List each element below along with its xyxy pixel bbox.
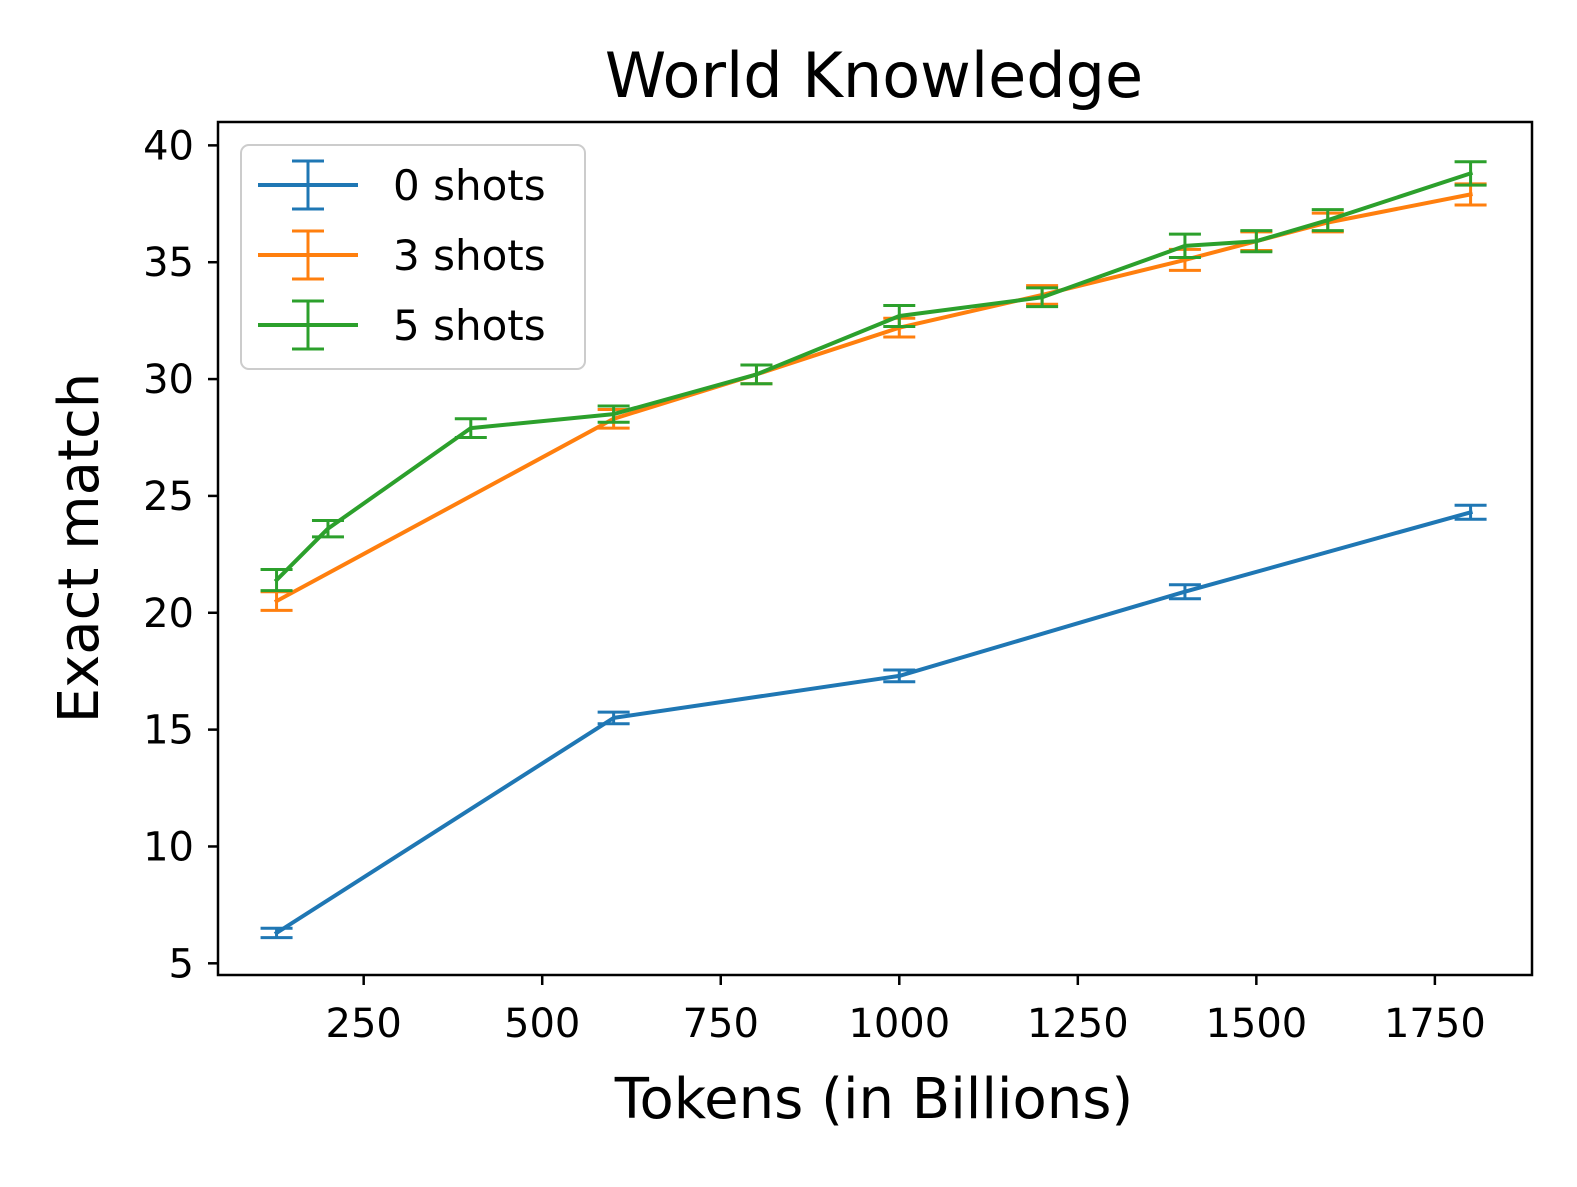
y-axis-label: Exact match [47, 373, 112, 724]
legend-label: 3 shots [393, 231, 546, 280]
chart-title: World Knowledge [605, 39, 1143, 112]
y-tick-label: 15 [143, 708, 194, 754]
y-tick-label: 30 [143, 357, 194, 403]
series-0 [261, 505, 1487, 937]
x-tick-label: 1000 [848, 1001, 950, 1047]
y-tick-label: 5 [169, 941, 194, 987]
x-axis-label: Tokens (in Billions) [614, 1067, 1133, 1132]
y-tick-label: 20 [143, 591, 194, 637]
y-tick-label: 35 [143, 240, 194, 286]
x-tick-label: 750 [683, 1001, 759, 1047]
series-line [277, 512, 1471, 933]
legend: 0 shots 3 shots 5 shots [241, 145, 585, 369]
y-tick-label: 25 [143, 474, 194, 520]
y-tick-label: 40 [143, 123, 194, 169]
x-tick-label: 1500 [1205, 1001, 1307, 1047]
x-tick-label: 250 [326, 1001, 402, 1047]
x-tick-label: 500 [504, 1001, 580, 1047]
x-tick-label: 1750 [1384, 1001, 1486, 1047]
y-tick-label: 10 [143, 824, 194, 870]
x-tick-label: 1250 [1027, 1001, 1129, 1047]
legend-label: 0 shots [393, 161, 546, 210]
legend-label: 5 shots [393, 301, 546, 350]
